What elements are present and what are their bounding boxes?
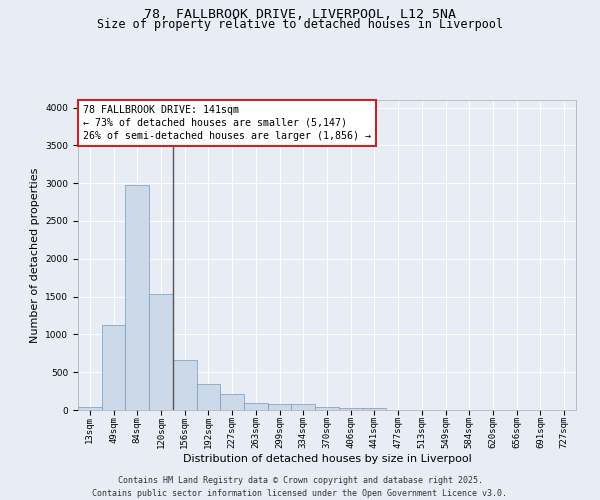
Bar	[173, 360, 197, 410]
Text: Size of property relative to detached houses in Liverpool: Size of property relative to detached ho…	[97, 18, 503, 31]
Bar	[149, 294, 173, 410]
Bar	[315, 407, 339, 410]
X-axis label: Distribution of detached houses by size in Liverpool: Distribution of detached houses by size …	[182, 454, 472, 464]
Bar	[292, 404, 315, 410]
Y-axis label: Number of detached properties: Number of detached properties	[30, 168, 40, 342]
Text: 78 FALLBROOK DRIVE: 141sqm
← 73% of detached houses are smaller (5,147)
26% of s: 78 FALLBROOK DRIVE: 141sqm ← 73% of deta…	[83, 104, 371, 141]
Bar	[220, 394, 244, 410]
Bar	[197, 384, 220, 410]
Text: 78, FALLBROOK DRIVE, LIVERPOOL, L12 5NA: 78, FALLBROOK DRIVE, LIVERPOOL, L12 5NA	[144, 8, 456, 20]
Bar	[362, 408, 386, 410]
Bar	[244, 403, 268, 410]
Bar	[268, 404, 292, 410]
Bar	[102, 326, 125, 410]
Text: Contains HM Land Registry data © Crown copyright and database right 2025.
Contai: Contains HM Land Registry data © Crown c…	[92, 476, 508, 498]
Bar	[125, 184, 149, 410]
Bar	[78, 407, 102, 410]
Bar	[339, 408, 362, 410]
